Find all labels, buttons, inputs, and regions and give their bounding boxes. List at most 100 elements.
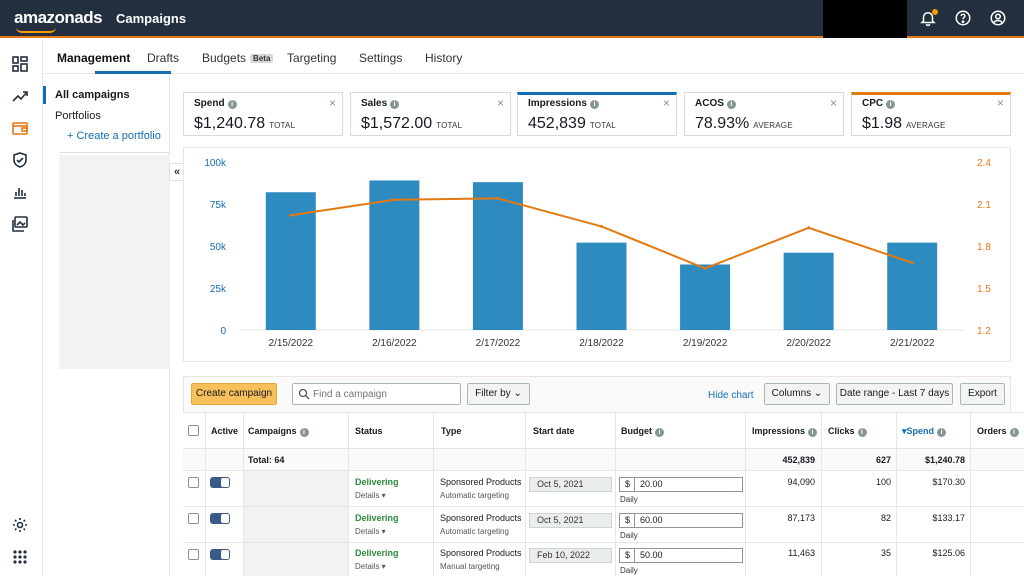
column-header-clicks[interactable]: Clicks i (828, 426, 867, 437)
notification-bell-icon[interactable] (919, 9, 939, 29)
dashboard-icon[interactable] (12, 56, 30, 74)
metric-suffix: TOTAL (589, 121, 616, 130)
metric-card-cpc[interactable]: CPC i × $1.98 AVERAGE (851, 92, 1011, 136)
close-icon[interactable]: × (496, 96, 504, 110)
info-icon[interactable]: i (726, 100, 736, 109)
metric-card-impressions[interactable]: Impressions i × 452,839 TOTAL (517, 92, 677, 136)
active-toggle[interactable] (210, 477, 230, 488)
tab-targeting[interactable]: Targeting (287, 51, 337, 65)
tab-drafts[interactable]: Drafts (147, 51, 180, 65)
select-all-checkbox[interactable] (188, 425, 199, 436)
budget-input[interactable]: $60.00 (619, 513, 743, 528)
table-row[interactable]: Delivering Details ▾ Sponsored Products … (183, 543, 1024, 576)
total-impressions: 452,839 (782, 455, 815, 465)
details-dropdown[interactable]: Details ▾ (355, 562, 386, 571)
impressions-value: 94,090 (787, 477, 815, 487)
x-tick-label: 2/17/2022 (476, 338, 521, 349)
column-header-impressions[interactable]: Impressions i (752, 426, 818, 437)
x-tick-label: 2/20/2022 (786, 338, 831, 349)
media-library-icon[interactable] (12, 216, 30, 234)
details-dropdown[interactable]: Details ▾ (355, 491, 386, 500)
table-row[interactable]: Delivering Details ▾ Sponsored Products … (183, 471, 1024, 507)
help-icon[interactable] (954, 9, 974, 29)
metric-value-text: $1.98 (862, 115, 903, 132)
row-select-checkbox[interactable] (188, 513, 199, 524)
columns-label: Columns (771, 388, 812, 399)
budget-input[interactable]: $50.00 (619, 548, 743, 563)
row-select-checkbox[interactable] (188, 477, 199, 488)
info-icon[interactable]: i (808, 428, 818, 437)
metric-card-spend[interactable]: Spend i × $1,240.78 TOTAL (183, 92, 343, 136)
export-button[interactable]: Export (960, 383, 1005, 405)
shield-icon[interactable] (12, 152, 30, 170)
column-header-type[interactable]: Type (441, 426, 462, 436)
details-dropdown[interactable]: Details ▾ (355, 527, 386, 536)
info-icon[interactable]: i (886, 100, 896, 109)
row-select-checkbox[interactable] (188, 549, 199, 560)
column-header-orders[interactable]: Orders i (977, 426, 1019, 437)
wallet-icon[interactable] (12, 120, 30, 138)
info-icon[interactable]: i (227, 100, 237, 109)
active-toggle[interactable] (210, 513, 230, 524)
info-icon[interactable]: i (857, 428, 867, 437)
metric-suffix: AVERAGE (753, 121, 793, 130)
search-input[interactable] (313, 386, 453, 402)
cpc-point (600, 224, 603, 228)
status-text: Delivering (355, 477, 399, 487)
bar-chart-icon[interactable] (12, 184, 30, 202)
close-icon[interactable]: × (829, 96, 837, 110)
info-icon[interactable]: i (655, 428, 664, 437)
trend-chart-icon[interactable] (12, 88, 30, 106)
filter-by-button[interactable]: Filter by ⌄ (467, 383, 530, 405)
create-campaign-button[interactable]: Create campaign (191, 383, 277, 405)
create-portfolio-link[interactable]: + Create a portfolio (67, 130, 161, 142)
column-divider (433, 413, 434, 576)
active-toggle[interactable] (210, 549, 230, 560)
table-total-row: Total: 64 452,839 627 $1,240.78 (183, 449, 1024, 471)
info-icon[interactable]: i (1009, 428, 1019, 437)
column-header-start-date[interactable]: Start date (533, 426, 575, 436)
info-icon[interactable]: i (589, 100, 599, 109)
column-header-active[interactable]: Active (211, 426, 239, 436)
metric-card-acos[interactable]: ACOS i × 78.93% AVERAGE (684, 92, 844, 136)
column-header-status[interactable]: Status (355, 426, 383, 436)
amazon-ads-logo[interactable]: amazonads (14, 8, 103, 27)
info-icon[interactable]: i (299, 428, 309, 437)
tab-management[interactable]: Management (57, 51, 131, 65)
date-range-button[interactable]: Date range - Last 7 days (836, 383, 953, 405)
impressions-value: 11,463 (788, 548, 815, 558)
close-icon[interactable]: × (662, 96, 670, 110)
close-icon[interactable]: × (996, 96, 1004, 110)
settings-gear-icon[interactable] (12, 517, 30, 535)
column-divider (821, 413, 822, 576)
columns-button[interactable]: Columns ⌄ (764, 383, 830, 405)
tab-settings[interactable]: Settings (359, 51, 403, 65)
x-tick-label: 2/19/2022 (683, 338, 728, 349)
column-header-campaigns[interactable]: Campaigns i (248, 426, 309, 437)
column-header-spend[interactable]: ▾Spend i (902, 426, 947, 437)
table-row[interactable]: Delivering Details ▾ Sponsored Products … (183, 507, 1024, 543)
y-right-tick-label: 2.1 (977, 200, 991, 211)
column-header-label: Orders (977, 426, 1007, 436)
all-campaigns-link[interactable]: All campaigns (55, 89, 130, 101)
total-clicks: 627 (875, 455, 891, 465)
tab-budgets[interactable]: Budgets Beta (202, 51, 274, 65)
start-date-field: Feb 10, 2022 (529, 548, 612, 563)
metric-card-sales[interactable]: Sales i × $1,572.00 TOTAL (350, 92, 511, 136)
column-divider (243, 413, 244, 576)
budget-input[interactable]: $20.00 (619, 477, 743, 492)
column-header-label: Spend (906, 426, 935, 436)
column-header-budget[interactable]: Budget i (621, 426, 664, 437)
logo-smile-mark (16, 27, 56, 33)
tab-history[interactable]: History (425, 51, 463, 65)
table-header-row: Active Campaigns i Status Type Start date… (183, 413, 1024, 449)
info-icon[interactable]: i (390, 100, 400, 109)
metric-label: Spend i (194, 98, 237, 109)
hide-chart-link[interactable]: Hide chart (708, 390, 754, 401)
campaign-names-redacted (243, 471, 348, 576)
app-grid-icon[interactable] (12, 549, 30, 567)
account-icon[interactable] (989, 9, 1009, 29)
clicks-value: 82 (880, 513, 891, 523)
info-icon[interactable]: i (937, 428, 947, 437)
close-icon[interactable]: × (328, 96, 336, 110)
